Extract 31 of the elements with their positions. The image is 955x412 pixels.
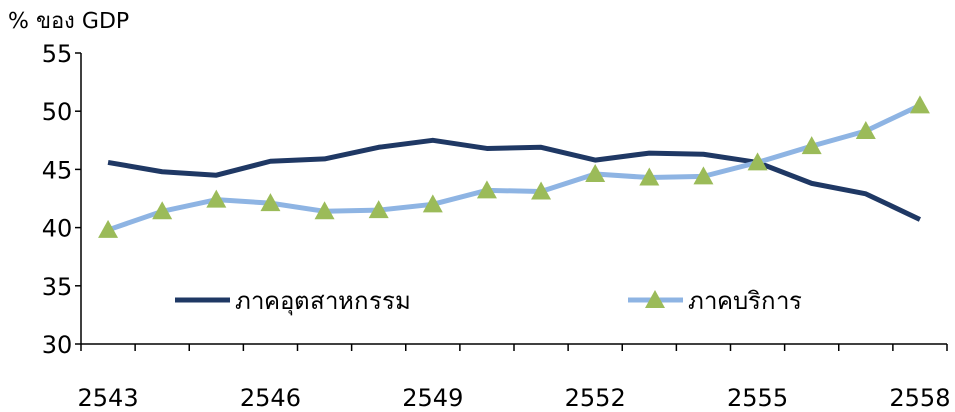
legend-label: ภาคอุตสาหกรรม [235, 287, 411, 316]
y-axis-title: % ของ GDP [8, 9, 130, 34]
point [531, 182, 552, 200]
legend-label: ภาคบริการ [688, 287, 802, 315]
point [368, 200, 389, 218]
point [856, 120, 876, 139]
y-tick-label: 30 [42, 331, 72, 359]
point [693, 166, 714, 184]
y-tick-label: 55 [42, 40, 72, 68]
point [206, 190, 226, 208]
point [422, 194, 443, 212]
point [152, 201, 172, 220]
x-tick-label: 2546 [240, 384, 301, 412]
x-tick-label: 2552 [564, 384, 626, 412]
x-tick-label: 2549 [402, 384, 464, 412]
y-tick-label: 35 [42, 272, 72, 301]
x-tick-label: 2555 [727, 384, 788, 412]
y-tick-label: 45 [42, 156, 72, 184]
point [260, 193, 280, 212]
y-tick-label: 50 [42, 98, 72, 126]
x-tick-label: 2543 [78, 384, 139, 412]
point [585, 164, 606, 182]
point [802, 136, 822, 154]
point [314, 201, 335, 220]
point [98, 220, 118, 238]
point [748, 152, 768, 170]
point [639, 168, 660, 186]
point [476, 180, 497, 198]
x-tick-label: 2558 [889, 384, 950, 412]
y-tick-label: 40 [42, 214, 72, 243]
point [910, 95, 930, 114]
